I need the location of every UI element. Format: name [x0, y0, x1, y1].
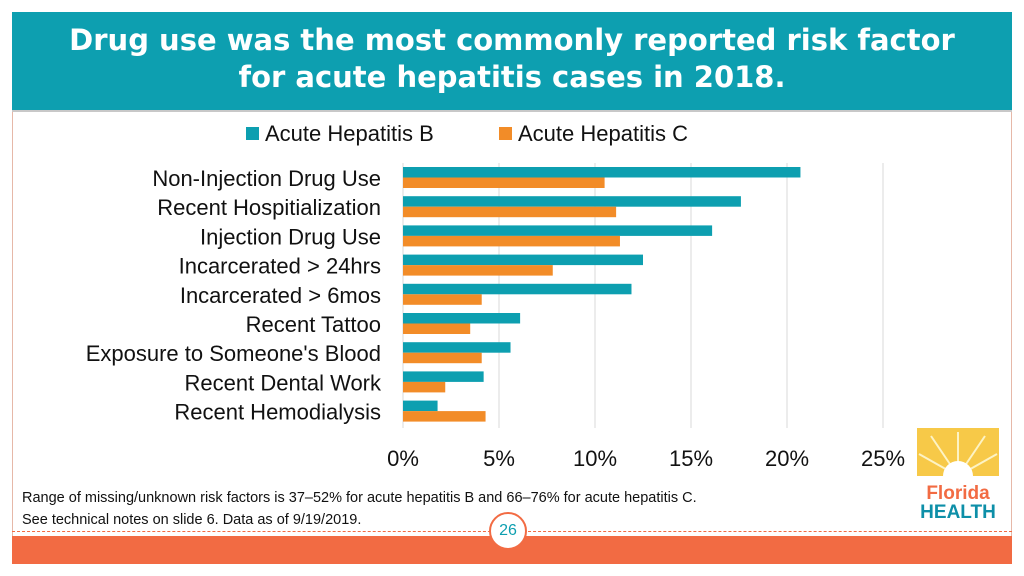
bar-hepatitis-b	[403, 167, 801, 178]
bar-hepatitis-b	[403, 371, 484, 382]
category-label: Exposure to Someone's Blood	[86, 341, 381, 366]
logo-text-health: HEALTH	[920, 502, 996, 520]
x-tick-label: 15%	[669, 446, 713, 470]
bar-hepatitis-b	[403, 342, 511, 353]
bar-hepatitis-b	[403, 283, 632, 295]
legend-label-hepatitis-b: Acute Hepatitis B	[265, 121, 434, 146]
legend-swatch-hepatitis-b	[246, 127, 259, 140]
x-tick-label: 20%	[765, 446, 809, 470]
title-bar: Drug use was the most commonly reported …	[12, 12, 1012, 110]
bar-hepatitis-b	[403, 313, 521, 324]
logo-text-florida: Florida	[926, 483, 990, 504]
x-tick-label: 5%	[483, 446, 515, 470]
bar-hepatitis-b	[403, 225, 713, 236]
footnote-line-1: Range of missing/unknown risk factors is…	[22, 490, 697, 506]
title-divider	[12, 110, 1012, 112]
bar-hepatitis-c	[403, 411, 486, 422]
category-label: Recent Tattoo	[246, 312, 381, 337]
florida-health-logo: Florida HEALTH	[917, 428, 999, 520]
risk-factor-bar-chart: 0% 5% 10% 15% 20% 25% Non-Injection Drug Use Re…	[86, 121, 905, 470]
category-label: Recent Dental Work	[185, 370, 382, 395]
bar-hepatitis-c	[403, 294, 482, 305]
category-label: Non-Injection Drug Use	[152, 166, 381, 191]
bar-hepatitis-b	[403, 254, 643, 266]
legend-swatch-hepatitis-c	[499, 127, 512, 140]
bar-hepatitis-b	[403, 400, 438, 412]
slide-title: Drug use was the most commonly reported …	[69, 23, 955, 94]
bar-hepatitis-c	[403, 381, 446, 393]
page-number: 26	[489, 512, 527, 550]
x-tick-label: 10%	[573, 446, 617, 470]
footnote-line-2: See technical notes on slide 6. Data as …	[22, 512, 362, 528]
x-tick-label: 0%	[387, 446, 419, 470]
legend-label-hepatitis-c: Acute Hepatitis C	[518, 121, 688, 146]
bar-hepatitis-c	[403, 177, 605, 188]
bar-hepatitis-c	[403, 323, 471, 334]
bar-hepatitis-c	[403, 235, 620, 247]
bar-hepatitis-c	[403, 265, 553, 276]
category-label: Recent Hospitialization	[157, 195, 381, 220]
x-tick-label: 25%	[861, 446, 905, 470]
category-label: Incarcerated > 24hrs	[179, 254, 381, 279]
bar-hepatitis-c	[403, 352, 482, 364]
category-label: Incarcerated > 6mos	[180, 283, 381, 308]
category-label: Injection Drug Use	[200, 224, 381, 249]
category-label: Recent Hemodialysis	[174, 400, 381, 425]
bar-hepatitis-b	[403, 196, 741, 207]
bar-hepatitis-c	[403, 206, 617, 218]
